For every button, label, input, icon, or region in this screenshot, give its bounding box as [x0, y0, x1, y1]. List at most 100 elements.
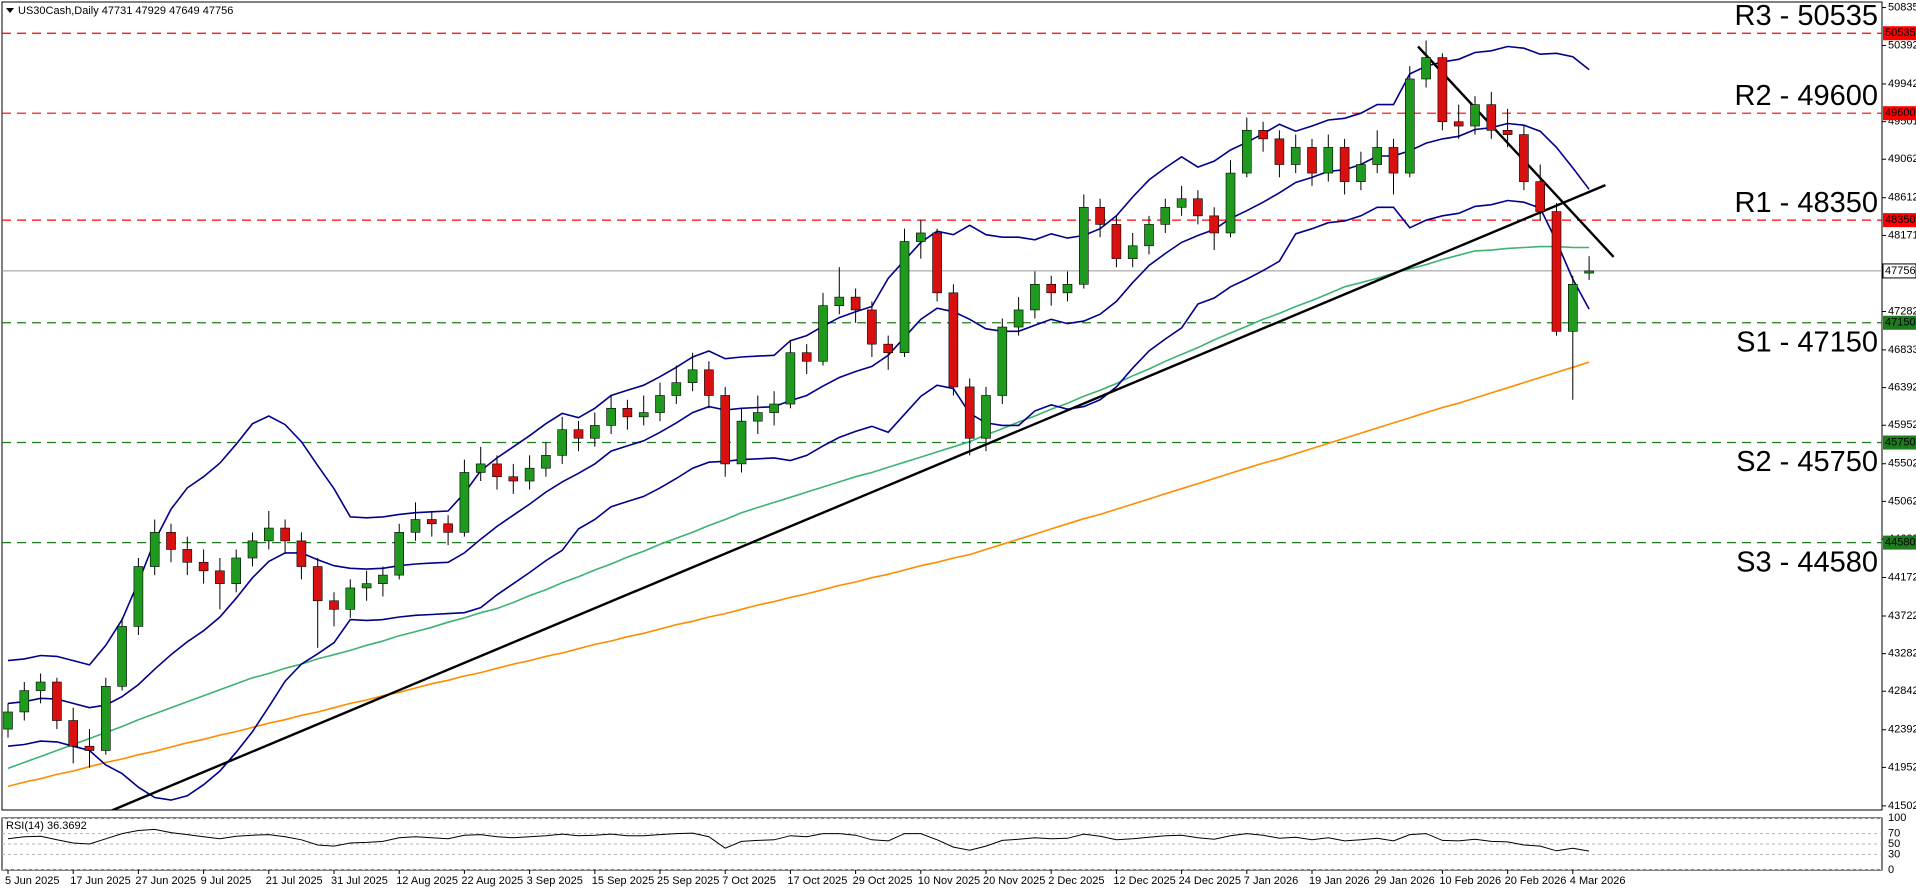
level-badge-label: 50535 [1885, 27, 1916, 39]
level-label: S1 - 47150 [1736, 326, 1878, 358]
candle-body [1535, 181, 1545, 212]
candle-body [589, 425, 600, 439]
x-tick-label: 29 Oct 2025 [853, 875, 913, 887]
candle-body [573, 429, 584, 439]
y-tick-label: 45062 [1888, 495, 1916, 507]
y-tick-label: 50835 [1888, 1, 1916, 13]
axes: 4150241952423924284243282437224417244622… [5, 1, 1916, 887]
level-badge-label: 49600 [1885, 107, 1916, 119]
candle-body [1160, 206, 1171, 225]
candle-body [68, 720, 78, 747]
candle-body [1453, 121, 1464, 127]
candle-body [997, 326, 1008, 396]
x-tick-label: 17 Jun 2025 [70, 875, 131, 887]
candle-body [1258, 130, 1268, 140]
candle-body [867, 309, 877, 345]
candle-body [345, 587, 356, 610]
level-label: S3 - 44580 [1736, 546, 1878, 578]
symbol: US30Cash,Daily [18, 5, 99, 17]
candle-body [1551, 211, 1562, 332]
candle-body [1079, 206, 1089, 285]
candle-body [329, 600, 339, 610]
y-tick-label: 45502 [1888, 458, 1916, 470]
candle-body [671, 382, 682, 396]
candle-body [394, 532, 405, 576]
candle-body [182, 549, 193, 563]
candle-body [801, 352, 812, 362]
indicator-line [7, 245, 1590, 770]
candle-body [117, 626, 127, 687]
y-tick-label: 48171 [1888, 229, 1916, 241]
candle-body [1209, 215, 1219, 234]
candle-body [198, 561, 209, 572]
candle-body [1046, 283, 1056, 294]
candle-body [426, 519, 437, 525]
candle-body [133, 566, 144, 627]
candle-body [1372, 147, 1382, 165]
candle-body [1095, 206, 1105, 225]
candle-body [1421, 57, 1431, 80]
x-tick-label: 24 Dec 2025 [1179, 875, 1241, 887]
candle-body [1013, 309, 1024, 328]
candle-body [247, 540, 258, 559]
rsi-title: RSI(14) 36.3692 [6, 820, 87, 832]
candle-body [1519, 134, 1529, 182]
candle-body [492, 463, 502, 478]
x-tick-label: 20 Nov 2025 [983, 875, 1045, 887]
candle-body [1290, 147, 1301, 165]
trendline [109, 183, 1606, 810]
level-badge [1883, 106, 1916, 121]
candle-body [606, 408, 616, 426]
candle-body [52, 681, 62, 721]
x-tick-label: 10 Nov 2025 [918, 875, 980, 887]
rsi-name: RSI(14) [6, 820, 44, 832]
candle-body [834, 296, 845, 306]
candle-body [981, 395, 991, 439]
y-tick-label: 41952 [1888, 761, 1916, 773]
candle-body [752, 412, 763, 422]
rsi-plot [2, 818, 1882, 870]
candle-body [785, 352, 796, 405]
candle-body [1356, 164, 1366, 182]
candle-body [720, 395, 731, 465]
candle-body [1193, 198, 1203, 217]
candle-body [1486, 104, 1497, 131]
candle-body [1388, 147, 1399, 174]
candle-body [1176, 198, 1187, 208]
x-tick-label: 15 Sep 2025 [592, 875, 654, 887]
level-badge-label: 44580 [1885, 537, 1916, 549]
candle-body [1584, 270, 1594, 274]
rsi-line [7, 828, 1590, 852]
candle-body [1470, 104, 1480, 127]
x-tick-label: 3 Sep 2025 [527, 875, 583, 887]
candle-body [84, 745, 95, 751]
rsi-tick-label: 100 [1888, 812, 1906, 824]
level-badge-label: 45750 [1885, 436, 1916, 448]
level-badge [1883, 213, 1916, 228]
last-low: 47649 [169, 5, 200, 17]
candle-body [166, 532, 176, 550]
x-tick-label: 9 Jul 2025 [201, 875, 252, 887]
candle-body [443, 523, 453, 533]
candle-body [883, 343, 894, 354]
indicator-line [7, 361, 1590, 788]
x-tick-label: 7 Jan 2026 [1244, 875, 1298, 887]
indicator-line [7, 199, 1590, 801]
candle-body [818, 305, 828, 362]
candle-body [1502, 130, 1513, 135]
x-tick-label: 27 Jun 2025 [135, 875, 196, 887]
candle-body [687, 369, 698, 383]
candle-body [1144, 224, 1154, 247]
candle-body [1111, 224, 1122, 259]
x-tick-label: 19 Jan 2026 [1309, 875, 1370, 887]
x-tick-label: 10 Feb 2026 [1439, 875, 1501, 887]
level-badge-label: 47150 [1885, 317, 1916, 329]
candle-body [557, 429, 568, 456]
last-close: 47756 [203, 5, 234, 17]
candle-body [361, 583, 372, 589]
x-tick-label: 4 Mar 2026 [1570, 875, 1626, 887]
y-tick-label: 41502 [1888, 800, 1916, 812]
candle-body [541, 455, 551, 469]
candle-body [655, 395, 665, 413]
x-tick-label: 7 Oct 2025 [722, 875, 776, 887]
